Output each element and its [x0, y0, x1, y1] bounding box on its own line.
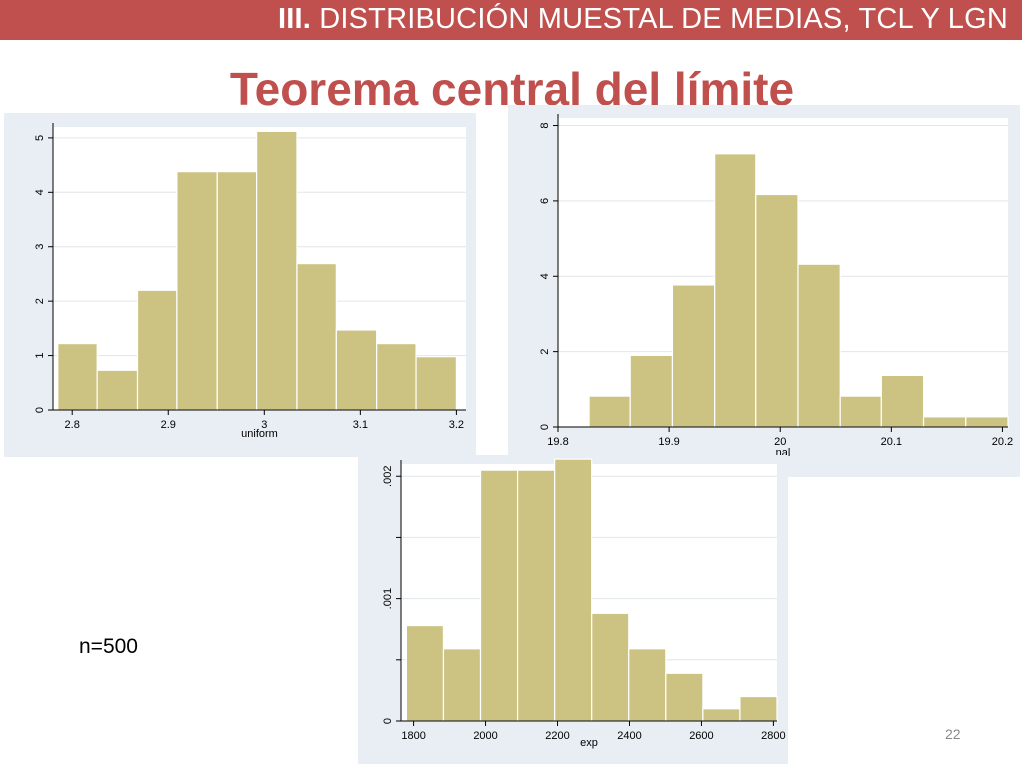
bar-7	[665, 672, 704, 722]
bar-9	[415, 356, 457, 411]
y-tick-label-1: 2	[539, 349, 551, 355]
bar-3	[516, 469, 556, 722]
histogram-exp: 0 .001 .002 1800 2000 2200 2400 2600 2800 exp	[382, 458, 786, 749]
x-tick-label-3: 20.1	[881, 436, 902, 448]
y-tick-label-0: 0	[382, 718, 394, 724]
bar-2	[479, 469, 519, 722]
section-title: DISTRIBUCIÓN MUESTAL DE MEDIAS, TCL Y LG…	[319, 3, 1008, 35]
x-tick-label-5: 2800	[761, 730, 785, 742]
bar-1	[96, 369, 139, 411]
bar-5	[256, 130, 298, 411]
bar-0	[588, 395, 631, 428]
y-tick-label-0: 0	[34, 407, 46, 413]
y-tick-label-2: 2	[34, 298, 46, 304]
bar-9	[965, 416, 1009, 428]
x-tick-label-1: 2.9	[161, 419, 176, 431]
y-tick-label-1: 1	[34, 353, 46, 359]
x-tick-label-0: 19.8	[547, 436, 568, 448]
x-tick-label-0: 1800	[401, 730, 425, 742]
histogram-exp-panel: 0 .001 .002 1800 2000 2200 2400 2600 2800 exp	[358, 455, 788, 764]
bar-8	[376, 343, 417, 411]
bar-1	[629, 354, 674, 428]
y-tick-label-4: 4	[34, 189, 46, 195]
x-tick-label-1: 2000	[473, 730, 497, 742]
histogram-uniform: 0 1 2 3 4 5 2.8 2.9 3 3.1 3.2 uniform	[34, 123, 466, 440]
sample-size-note: n=500	[79, 635, 138, 658]
y-tick-label-5: 5	[34, 135, 46, 141]
bar-5	[591, 612, 630, 722]
bar-6	[296, 263, 337, 411]
bar-2	[671, 284, 716, 428]
bar-9	[739, 695, 778, 722]
x-axis-label: exp	[580, 737, 598, 749]
y-tick-label-4: .002	[382, 466, 394, 487]
bar-6	[839, 395, 882, 428]
x-tick-label-4: 2600	[689, 730, 713, 742]
bar-0	[405, 624, 445, 722]
bar-4	[216, 171, 258, 411]
x-tick-label-0: 2.8	[65, 419, 80, 431]
y-tick-label-2: .001	[382, 588, 394, 609]
bar-8	[922, 416, 967, 428]
bar-8	[702, 708, 741, 722]
bar-4	[755, 193, 799, 428]
bar-6	[628, 648, 667, 722]
bar-3	[714, 153, 757, 428]
y-tick-label-2: 4	[539, 273, 551, 279]
x-tick-label-3: 3.1	[353, 419, 368, 431]
bar-1	[442, 648, 482, 722]
x-tick-label-2: 2200	[545, 730, 569, 742]
x-tick-label-2: 3	[261, 419, 267, 431]
bar-4	[554, 458, 593, 722]
x-tick-label-4: 20.2	[992, 436, 1013, 448]
bar-0	[57, 343, 98, 411]
bar-5	[797, 263, 841, 428]
x-axis-label: uniform	[241, 428, 278, 440]
y-tick-label-0: 0	[539, 424, 551, 430]
section-heading: III. DISTRIBUCIÓN MUESTAL DE MEDIAS, TCL…	[278, 3, 1008, 36]
x-tick-label-2: 20	[774, 436, 786, 448]
page-number: 22	[945, 726, 961, 742]
x-tick-label-3: 2400	[617, 730, 641, 742]
histogram-normal-panel: 0 2 4 6 8 19.8 19.9 20 20.1 20.2 nal	[508, 105, 1020, 477]
bar-7	[880, 374, 925, 428]
x-tick-label-1: 19.9	[658, 436, 679, 448]
bar-3	[176, 171, 218, 411]
bar-2	[136, 289, 178, 411]
histogram-uniform-panel: 0 1 2 3 4 5 2.8 2.9 3 3.1 3.2 uniform	[4, 113, 476, 457]
x-tick-label-4: 3.2	[449, 419, 464, 431]
y-tick-label-3: 3	[34, 244, 46, 250]
bar-7	[335, 329, 378, 411]
section-banner: III. DISTRIBUCIÓN MUESTAL DE MEDIAS, TCL…	[0, 0, 1022, 40]
y-tick-label-4: 8	[539, 122, 551, 128]
y-tick-label-3: 6	[539, 198, 551, 204]
section-prefix: III.	[277, 3, 311, 35]
